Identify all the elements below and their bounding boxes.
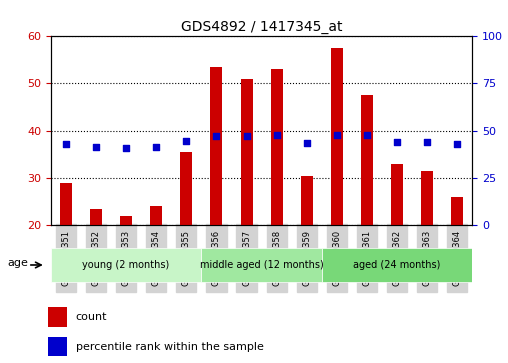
Bar [48,337,67,356]
Title: GDS4892 / 1417345_at: GDS4892 / 1417345_at [181,20,342,34]
Point [62,141,70,147]
Point [242,134,250,139]
Point [393,139,401,145]
Bar [60,183,72,225]
Point [273,132,281,138]
Bar [361,95,373,225]
Point [152,144,160,150]
Point [363,132,371,138]
Text: aged (24 months): aged (24 months) [354,260,441,270]
Point [122,145,130,151]
Bar [301,176,313,225]
Point [333,132,341,138]
Point [212,134,220,139]
Bar [120,216,132,225]
Bar [150,206,162,225]
Text: count: count [76,312,107,322]
Bar [421,171,433,225]
FancyBboxPatch shape [51,248,201,282]
Bar [451,197,463,225]
Point [423,139,431,145]
Point [92,144,100,150]
Bar [210,67,223,225]
FancyBboxPatch shape [201,248,322,282]
Text: age: age [8,258,28,268]
Bar [271,69,282,225]
Bar [180,152,193,225]
Bar [90,208,102,225]
Bar [331,48,343,225]
Point [303,140,311,146]
Bar [240,79,252,225]
Bar [48,307,67,327]
Point [453,141,461,147]
Bar [391,164,403,225]
Text: young (2 months): young (2 months) [82,260,170,270]
Text: percentile rank within the sample: percentile rank within the sample [76,342,264,352]
FancyBboxPatch shape [322,248,472,282]
Point [182,138,190,144]
Text: middle aged (12 months): middle aged (12 months) [200,260,324,270]
